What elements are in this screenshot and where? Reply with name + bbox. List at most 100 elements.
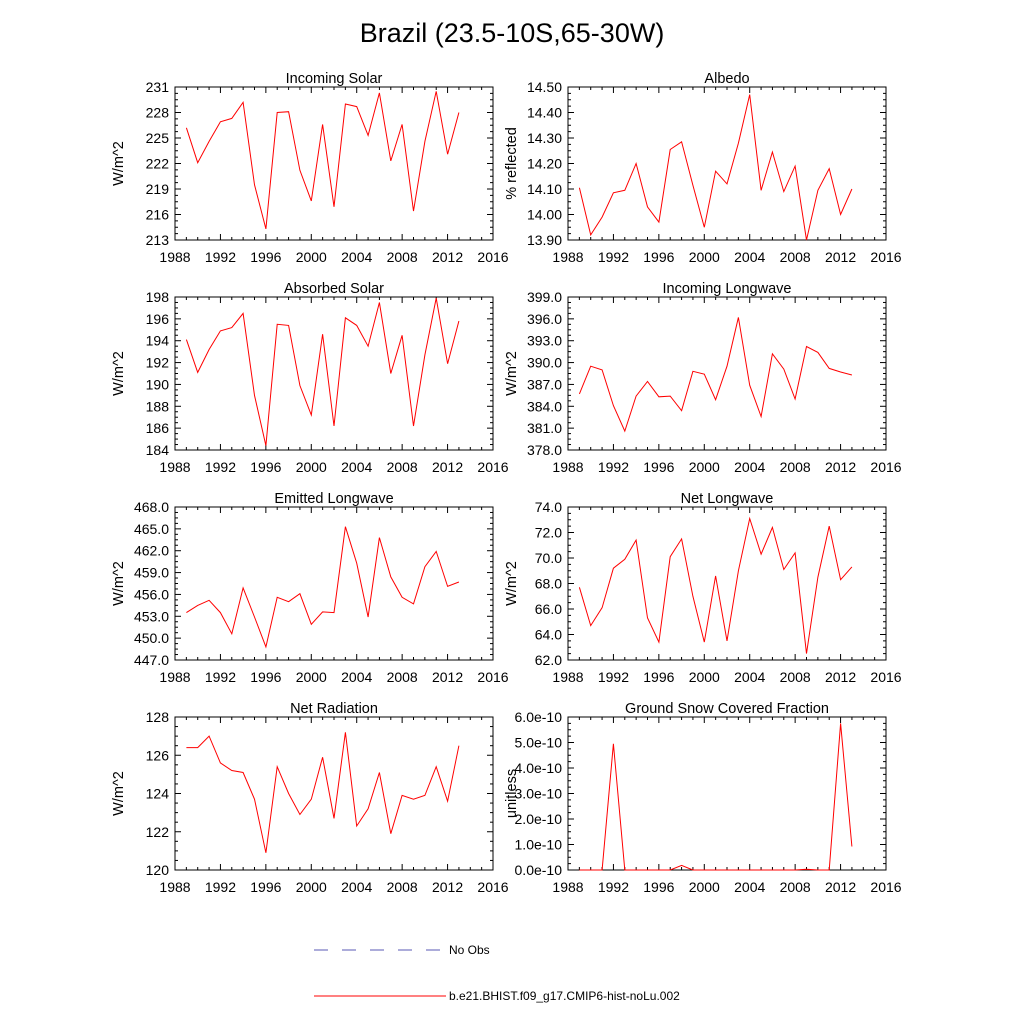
x-tick-label: 2000 xyxy=(296,249,327,265)
x-tick-label: 1996 xyxy=(643,669,674,685)
x-tick-label: 2004 xyxy=(734,669,765,685)
panel-0: Incoming Solar W/m^2 1988 1992 1996 2000 2004 2… xyxy=(111,71,509,265)
series-line-0 xyxy=(579,723,853,871)
x-tick-label: 2000 xyxy=(296,879,327,895)
x-tick-label: 2016 xyxy=(477,249,508,265)
y-tick-label: 459.0 xyxy=(134,565,169,581)
y-tick-label: 64.0 xyxy=(535,627,562,643)
y-tick-label: 194 xyxy=(146,333,170,349)
x-tick-label: 2000 xyxy=(689,879,720,895)
x-tick-label: 2008 xyxy=(780,249,811,265)
y-tick-label: 447.0 xyxy=(134,652,169,668)
x-tick-label: 2012 xyxy=(432,669,463,685)
x-tick-label: 1996 xyxy=(250,669,281,685)
x-tick-label: 2012 xyxy=(432,879,463,895)
panel-2: Absorbed Solar W/m^2 1988 1992 1996 2000 2004 2… xyxy=(111,281,509,475)
x-tick-label: 2004 xyxy=(341,249,372,265)
x-tick-label: 2000 xyxy=(689,249,720,265)
y-tick-label: 468.0 xyxy=(134,499,169,515)
x-tick-label: 2012 xyxy=(825,879,856,895)
x-tick-label: 2016 xyxy=(477,669,508,685)
y-tick-label: 66.0 xyxy=(535,601,562,617)
y-tick-label: 393.0 xyxy=(527,333,562,349)
plot-frame xyxy=(174,296,494,451)
x-tick-label: 2016 xyxy=(477,879,508,895)
plot-frame xyxy=(567,86,887,241)
x-tick-label: 1996 xyxy=(643,879,674,895)
x-tick-label: 2004 xyxy=(734,879,765,895)
y-tick-label: 72.0 xyxy=(535,525,562,541)
x-tick-label: 1996 xyxy=(643,249,674,265)
y-axis-label: W/m^2 xyxy=(504,561,520,606)
y-tick-label: 225 xyxy=(146,130,170,146)
series-line-0 xyxy=(185,298,460,446)
panel-title: Ground Snow Covered Fraction xyxy=(625,701,829,717)
y-tick-label: 126 xyxy=(146,747,170,763)
x-tick-label: 2012 xyxy=(432,459,463,475)
series-line-0 xyxy=(186,526,460,649)
main-title: Brazil (23.5-10S,65-30W) xyxy=(360,18,665,48)
y-tick-label: 14.30 xyxy=(527,130,562,146)
y-tick-label: 228 xyxy=(146,105,170,121)
x-tick-label: 2008 xyxy=(387,459,418,475)
panel-5: Net Longwave W/m^2 1988 1992 1996 2000 2004 200… xyxy=(504,491,902,685)
y-tick-label: 462.0 xyxy=(134,543,169,559)
plot-frame xyxy=(174,506,494,661)
y-tick-label: 222 xyxy=(146,156,170,172)
y-tick-label: 6.0e-10 xyxy=(515,709,563,725)
y-tick-label: 184 xyxy=(146,442,170,458)
y-tick-label: 5.0e-10 xyxy=(515,735,563,751)
y-tick-label: 4.0e-10 xyxy=(515,760,563,776)
x-tick-label: 2016 xyxy=(870,879,901,895)
y-tick-label: 387.0 xyxy=(527,376,562,392)
y-tick-label: 124 xyxy=(146,786,170,802)
y-tick-label: 74.0 xyxy=(535,499,562,515)
legend-obs-label: No Obs xyxy=(449,943,490,957)
plot-frame xyxy=(567,716,887,871)
y-tick-label: 378.0 xyxy=(527,442,562,458)
x-tick-label: 2004 xyxy=(734,249,765,265)
y-tick-label: 0.0e-10 xyxy=(515,862,563,878)
y-tick-label: 465.0 xyxy=(134,521,169,537)
panel-title: Incoming Solar xyxy=(286,71,383,87)
x-tick-label: 2016 xyxy=(477,459,508,475)
y-tick-label: 120 xyxy=(146,862,170,878)
y-tick-label: 192 xyxy=(146,355,170,371)
x-tick-label: 2012 xyxy=(825,249,856,265)
series-line-0 xyxy=(578,94,853,241)
y-axis-label: W/m^2 xyxy=(111,771,127,816)
panel-4: Emitted Longwave W/m^2 1988 1992 1996 2000 200… xyxy=(111,491,509,685)
y-tick-label: 14.50 xyxy=(527,79,562,95)
y-tick-label: 1.0e-10 xyxy=(515,837,563,853)
x-tick-label: 1988 xyxy=(552,249,583,265)
x-tick-label: 1992 xyxy=(598,459,629,475)
panel-title: Net Radiation xyxy=(290,701,378,717)
x-tick-label: 1992 xyxy=(205,669,236,685)
series-line-0 xyxy=(186,732,460,853)
y-tick-label: 384.0 xyxy=(527,398,562,414)
series-line-0 xyxy=(578,317,853,433)
plot-frame xyxy=(174,86,494,241)
y-tick-label: 68.0 xyxy=(535,576,562,592)
y-tick-label: 231 xyxy=(146,79,170,95)
y-tick-label: 188 xyxy=(146,398,170,414)
y-tick-label: 453.0 xyxy=(134,608,169,624)
y-tick-label: 196 xyxy=(146,311,170,327)
plot-frame xyxy=(567,296,887,451)
x-tick-label: 1996 xyxy=(250,459,281,475)
y-tick-label: 399.0 xyxy=(527,289,562,305)
y-axis-label: W/m^2 xyxy=(111,351,127,396)
y-tick-label: 219 xyxy=(146,181,170,197)
y-axis-label: W/m^2 xyxy=(111,141,127,186)
x-tick-label: 1988 xyxy=(552,459,583,475)
y-tick-label: 128 xyxy=(146,709,170,725)
x-tick-label: 2008 xyxy=(780,669,811,685)
panel-title: Incoming Longwave xyxy=(663,281,792,297)
legend: No Obs b.e21.BHIST.f09_g17.CMIP6-hist-no… xyxy=(314,943,680,1003)
x-tick-label: 1988 xyxy=(159,669,190,685)
legend-model-label: b.e21.BHIST.f09_g17.CMIP6-hist-noLu.002 xyxy=(449,989,680,1003)
x-tick-label: 2004 xyxy=(341,459,372,475)
y-tick-label: 14.20 xyxy=(527,156,562,172)
plot-frame xyxy=(567,506,887,661)
